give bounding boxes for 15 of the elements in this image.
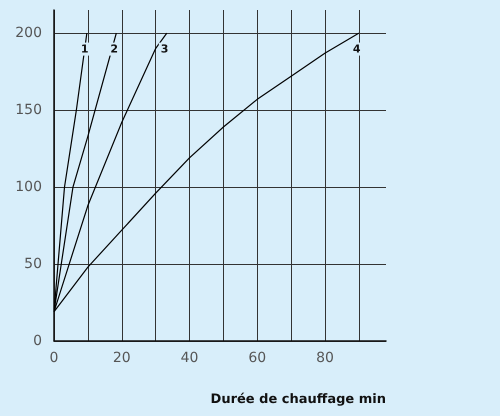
y-tick-label: 150 — [15, 102, 42, 118]
x-tick-label: 40 — [180, 350, 198, 366]
series-label: 2 — [110, 42, 118, 56]
y-tick-label: 0 — [33, 333, 42, 349]
y-tick-label: 100 — [15, 179, 42, 196]
x-tick-label: 60 — [248, 350, 266, 366]
series-label: 3 — [160, 42, 168, 56]
x-tick-label: 0 — [50, 350, 58, 366]
x-tick-label: 20 — [112, 350, 131, 366]
y-tick-label: 50 — [24, 256, 42, 272]
x-axis-title: Durée de chauffage min — [210, 392, 386, 407]
series-label: 1 — [80, 42, 89, 56]
x-tick-label: 80 — [316, 350, 334, 366]
y-tick-label: 200 — [15, 25, 42, 42]
series-label: 4 — [352, 42, 361, 56]
